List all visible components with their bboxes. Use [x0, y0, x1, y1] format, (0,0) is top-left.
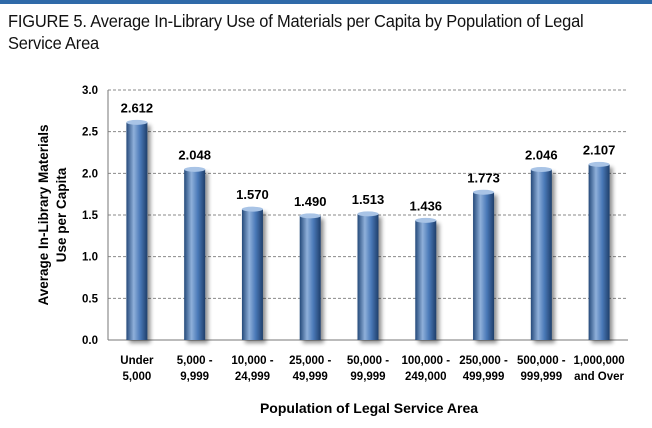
bar [241, 206, 263, 340]
y-tick-label: 0.5 [82, 293, 99, 305]
x-tick-label: 249,000 [405, 371, 447, 383]
figure-title: FIGURE 5. Average In-Library Use of Mate… [8, 11, 584, 53]
x-tick-label: 100,000 - [401, 355, 450, 367]
x-axis-title: Population of Legal Service Area [260, 400, 478, 416]
bar [299, 213, 321, 340]
x-tick-label: 999,999 [521, 371, 563, 383]
x-tick-label: 1,000,000 [574, 355, 625, 367]
bar [415, 217, 437, 340]
x-tick-label: 499,999 [463, 371, 505, 383]
bar [357, 211, 379, 340]
bar-body [299, 215, 321, 340]
x-tick-label: 50,000 - [347, 355, 389, 367]
x-tick-label: Under [120, 355, 154, 367]
x-tick-label: 25,000 - [289, 355, 331, 367]
y-axis-title-line-2: Use per Capita [54, 167, 69, 262]
y-tick-label: 3.0 [82, 85, 98, 97]
bar [184, 166, 206, 340]
y-tick-label: 0.0 [82, 335, 98, 347]
bar-top [530, 167, 552, 172]
y-tick-label: 1.5 [82, 210, 99, 222]
bar [126, 119, 148, 340]
bar-top [415, 217, 437, 223]
bar-top [357, 211, 379, 217]
bar-body [184, 169, 206, 340]
x-tick-label: and Over [574, 371, 624, 383]
data-label: 1.773 [467, 170, 500, 185]
x-tick-label: 500,000 - [517, 355, 566, 367]
bar-top [184, 166, 206, 172]
bar-top [473, 189, 495, 195]
x-tick-label: 250,000 - [459, 355, 508, 367]
bar-body [588, 164, 610, 340]
y-tick-label: 1.0 [82, 252, 98, 264]
bar-body [126, 122, 148, 340]
data-label: 2.612 [121, 100, 154, 115]
data-label: 1.570 [236, 187, 269, 202]
bar [473, 189, 495, 340]
bar-top [241, 206, 263, 212]
bar-body [241, 209, 263, 340]
y-tick-label: 2.5 [82, 127, 99, 139]
bar-top [299, 213, 321, 219]
bar [530, 167, 552, 340]
y-axis-title-line-1: Average In-Library Materials [36, 124, 51, 305]
bar-body [473, 192, 495, 340]
data-label: 1.513 [352, 192, 385, 207]
x-tick-label: 9,999 [180, 371, 209, 383]
title-rule [0, 0, 652, 4]
bar-body [415, 220, 437, 340]
x-tick-label: 99,999 [350, 371, 385, 383]
bar-top [126, 119, 148, 125]
x-tick-label: 5,000 [122, 371, 151, 383]
x-tick-label: 49,999 [293, 371, 328, 383]
bar-body [357, 213, 379, 340]
data-label: 2.048 [178, 147, 211, 162]
data-label: 2.107 [583, 142, 616, 157]
x-tick-label: 24,999 [235, 371, 270, 383]
data-label: 1.490 [294, 194, 327, 209]
data-label: 1.436 [410, 198, 443, 213]
bar [588, 161, 610, 340]
bar-top [588, 161, 610, 167]
data-label: 2.046 [525, 148, 558, 163]
x-tick-label: 10,000 - [231, 355, 273, 367]
y-tick-label: 2.0 [82, 168, 98, 180]
bar-body [530, 169, 552, 340]
x-tick-label: 5,000 - [177, 355, 213, 367]
